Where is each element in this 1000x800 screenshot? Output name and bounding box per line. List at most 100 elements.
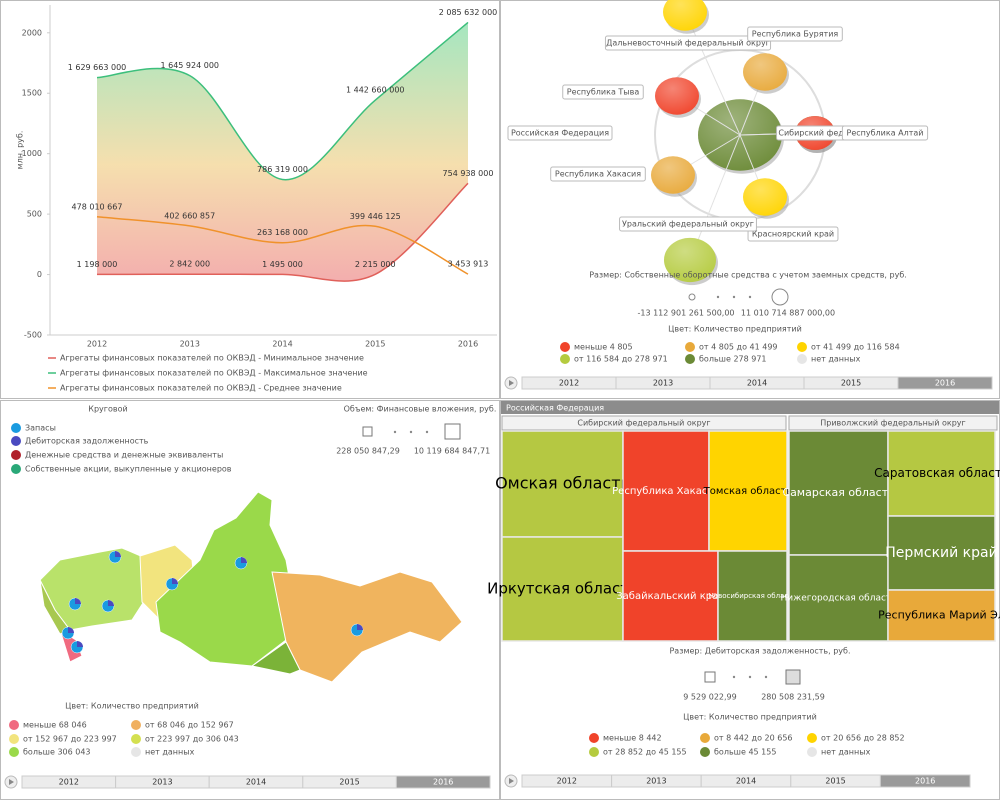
map-pie-slice xyxy=(172,578,178,584)
node-label: Республика Хакасия xyxy=(555,170,641,179)
legend-label: меньше 68 046 xyxy=(23,721,87,730)
legend-label: от 41 499 до 116 584 xyxy=(811,343,900,352)
legend-label: меньше 8 442 xyxy=(603,734,662,743)
cell-label: Иркутская область xyxy=(487,580,638,598)
legend-dot xyxy=(589,733,599,743)
map-pie-slice xyxy=(241,557,247,563)
timeline-step[interactable] xyxy=(897,376,993,390)
color-title: Цвет: Количество предприятий xyxy=(668,325,802,334)
cell-label: Саратовская область xyxy=(874,466,1000,480)
size-min-icon xyxy=(688,293,696,301)
size-min: 9 529 022,99 xyxy=(683,693,736,702)
legend-dot xyxy=(700,733,710,743)
map-pie-slice xyxy=(115,551,121,557)
treemap-cell[interactable] xyxy=(887,515,996,591)
dot xyxy=(764,675,768,679)
root-bar xyxy=(501,401,999,414)
cell-label: Самарская область xyxy=(782,486,894,499)
treemap-cell[interactable] xyxy=(717,550,788,642)
data-label: 1 629 663 000 xyxy=(68,63,127,72)
volume-min-icon xyxy=(362,426,373,437)
legend-label: от 20 656 до 28 852 xyxy=(821,734,905,743)
treemap-cell[interactable] xyxy=(887,589,996,642)
legend-dot xyxy=(560,342,570,352)
cell-label: Томская область xyxy=(703,486,793,497)
region-side xyxy=(250,641,301,675)
node-label-box xyxy=(841,125,929,141)
size-title: Размер: Собственные оборотные средства с… xyxy=(589,271,907,280)
size-max-icon xyxy=(771,288,789,306)
dot xyxy=(748,295,752,299)
dot xyxy=(732,675,736,679)
cell-label: Нижегородская область xyxy=(781,594,897,604)
legend-label: Собственные акции, выкупленные у акционе… xyxy=(25,465,232,474)
group-header xyxy=(501,415,787,431)
x-tick-label: 2012 xyxy=(87,340,107,349)
cell-label: Омская область xyxy=(495,474,630,493)
treemap-cell[interactable] xyxy=(887,430,996,517)
timeline-step[interactable] xyxy=(879,774,971,788)
play-icon xyxy=(9,779,14,785)
treemap-cell[interactable] xyxy=(622,550,719,642)
timeline-label: 2014 xyxy=(246,778,266,787)
legend-label: нет данных xyxy=(145,748,195,757)
x-tick-label: 2013 xyxy=(180,340,200,349)
dot xyxy=(425,430,429,434)
timeline-label: 2013 xyxy=(646,777,666,786)
legend-dot xyxy=(560,354,570,364)
cell-label: Республика Марий Эл xyxy=(878,609,1000,622)
node-label: Российская Федерация xyxy=(511,129,609,138)
play-icon xyxy=(509,778,514,784)
treemap-cell[interactable] xyxy=(501,536,624,642)
node-label-box xyxy=(747,226,839,242)
timeline-label: 2013 xyxy=(152,778,172,787)
frame xyxy=(0,0,500,399)
data-label: 1 442 660 000 xyxy=(346,86,405,95)
volume-min: 228 050 847,29 xyxy=(336,447,400,456)
legend-label: больше 306 043 xyxy=(23,748,91,757)
treemap-cell[interactable] xyxy=(788,554,889,642)
data-label: 399 446 125 xyxy=(350,212,401,221)
node-label-box xyxy=(562,84,644,100)
cell-label: Пермский край xyxy=(885,545,997,561)
legend-dot xyxy=(131,747,141,757)
legend-label: от 223 997 до 306 043 xyxy=(145,735,239,744)
data-label: 263 168 000 xyxy=(257,228,308,237)
legend-label: больше 278 971 xyxy=(699,355,767,364)
data-label: 1 645 924 000 xyxy=(160,61,219,70)
treemap-cell[interactable] xyxy=(501,430,624,538)
node-label: Республика Бурятия xyxy=(752,30,839,39)
timeline-label: 2016 xyxy=(915,777,935,786)
russia-map xyxy=(39,491,463,683)
legend-dot xyxy=(11,464,21,474)
group-label: Приволжский федеральный округ xyxy=(820,419,965,428)
legend-label: Агрегаты финансовых показателей по ОКВЭД… xyxy=(60,369,368,378)
node-label-box xyxy=(619,216,757,232)
y-tick-label: 500 xyxy=(27,210,42,219)
legend-dot xyxy=(11,450,21,460)
legend-dot xyxy=(797,354,807,364)
legend-dot xyxy=(797,342,807,352)
data-label: 478 010 667 xyxy=(72,202,123,211)
treemap-cell[interactable] xyxy=(708,430,788,552)
bubble-shine xyxy=(743,53,787,91)
legend-label: Агрегаты финансовых показателей по ОКВЭД… xyxy=(60,354,364,363)
treemap-cell[interactable] xyxy=(622,430,710,552)
node-label-box xyxy=(550,166,646,182)
color-title: Цвет: Количество предприятий xyxy=(65,702,199,711)
cell-label: Забайкальский край xyxy=(616,591,725,602)
group-label: Сибирский федеральный округ xyxy=(577,419,710,428)
legend-dot xyxy=(9,734,19,744)
legend-label: больше 45 155 xyxy=(714,748,776,757)
node-label: Республика Тыва xyxy=(567,88,640,97)
bubble-shine xyxy=(664,237,716,283)
map-pie-slice xyxy=(77,641,83,647)
timeline-step[interactable] xyxy=(395,775,491,789)
legend-label: от 4 805 до 41 499 xyxy=(699,343,778,352)
size-min-icon xyxy=(704,671,716,683)
dot xyxy=(409,430,413,434)
node-label-box xyxy=(507,125,613,141)
legend-label: от 28 852 до 45 155 xyxy=(603,748,687,757)
group-header xyxy=(788,415,998,431)
